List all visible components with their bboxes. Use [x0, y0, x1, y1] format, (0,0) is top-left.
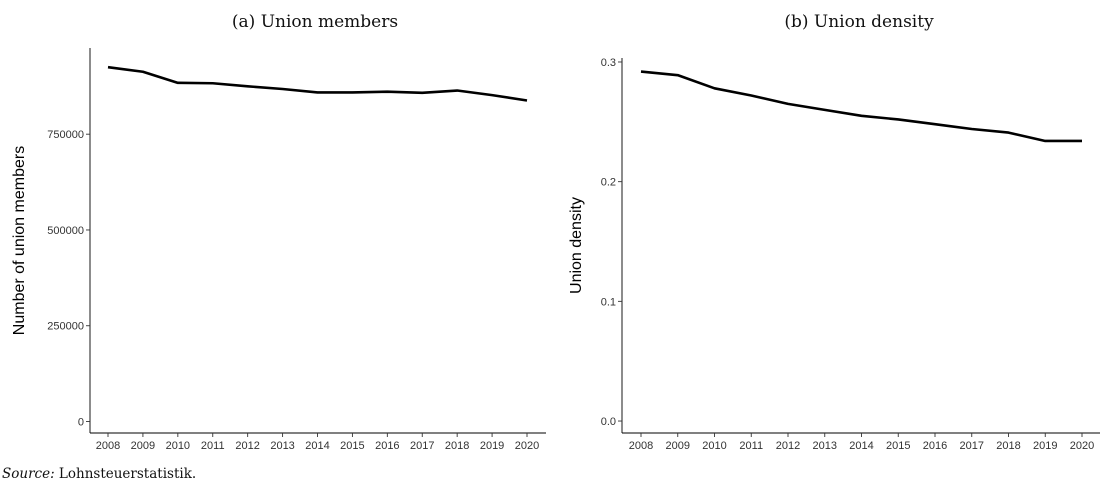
- x-tick-label: 2016: [923, 440, 947, 452]
- x-tick-label: 2014: [849, 440, 873, 452]
- x-tick-label: 2020: [515, 440, 539, 452]
- x-tick-label: 2015: [886, 440, 910, 452]
- x-tick-label: 2011: [201, 440, 225, 452]
- y-tick-label: 500000: [47, 225, 84, 237]
- y-axis-title: Number of union members: [11, 146, 28, 335]
- source-text: Lohnsteuerstatistik.: [54, 466, 197, 482]
- x-tick-label: 2008: [96, 440, 120, 452]
- y-tick-label: 0.1: [601, 296, 616, 308]
- x-tick-label: 2018: [996, 440, 1020, 452]
- source-note: Source: Lohnsteuerstatistik.: [2, 466, 196, 482]
- x-tick-label: 2020: [1070, 440, 1094, 452]
- x-tick-label: 2010: [166, 440, 190, 452]
- x-tick-label: 2012: [776, 440, 800, 452]
- x-tick-label: 2013: [270, 440, 294, 452]
- y-tick-label: 750000: [47, 129, 84, 141]
- x-tick-label: 2009: [131, 440, 155, 452]
- y-tick-label: 0.3: [601, 57, 616, 69]
- union-density-chart: 0.0 0.1 0.2 0.3 2008 2009 2010 2011 2012 2013 2014…: [568, 57, 1100, 452]
- x-tick-label: 2017: [410, 440, 434, 452]
- x-tick-label: 2011: [739, 440, 763, 452]
- x-tick-label: 2018: [445, 440, 469, 452]
- y-tick-label: 0.2: [601, 177, 616, 189]
- x-tick-label: 2017: [960, 440, 984, 452]
- y-axis-title: Union density: [568, 197, 585, 294]
- x-tick-label: 2016: [375, 440, 399, 452]
- source-prefix: Source:: [2, 466, 55, 482]
- x-tick-label: 2012: [235, 440, 259, 452]
- x-tick-label: 2009: [666, 440, 690, 452]
- x-tick-label: 2008: [629, 440, 653, 452]
- x-tick-label: 2015: [340, 440, 364, 452]
- x-tick-label: 2019: [1033, 440, 1057, 452]
- union-members-chart: 0 250000 500000 750000 2008 2009 2010 2011 2012 2…: [11, 48, 546, 452]
- x-tick-label: 2013: [813, 440, 837, 452]
- series-line: [640, 70, 1082, 143]
- x-tick-label: 2014: [305, 440, 329, 452]
- y-tick-label: 0.0: [601, 416, 616, 428]
- y-tick-label: 250000: [47, 321, 84, 333]
- x-tick-label: 2019: [480, 440, 504, 452]
- x-tick-label: 2010: [702, 440, 726, 452]
- panel-a-title: (a) Union members: [231, 12, 399, 32]
- panel-b-title: (b) Union density: [784, 12, 934, 32]
- y-tick-label: 0: [78, 417, 84, 429]
